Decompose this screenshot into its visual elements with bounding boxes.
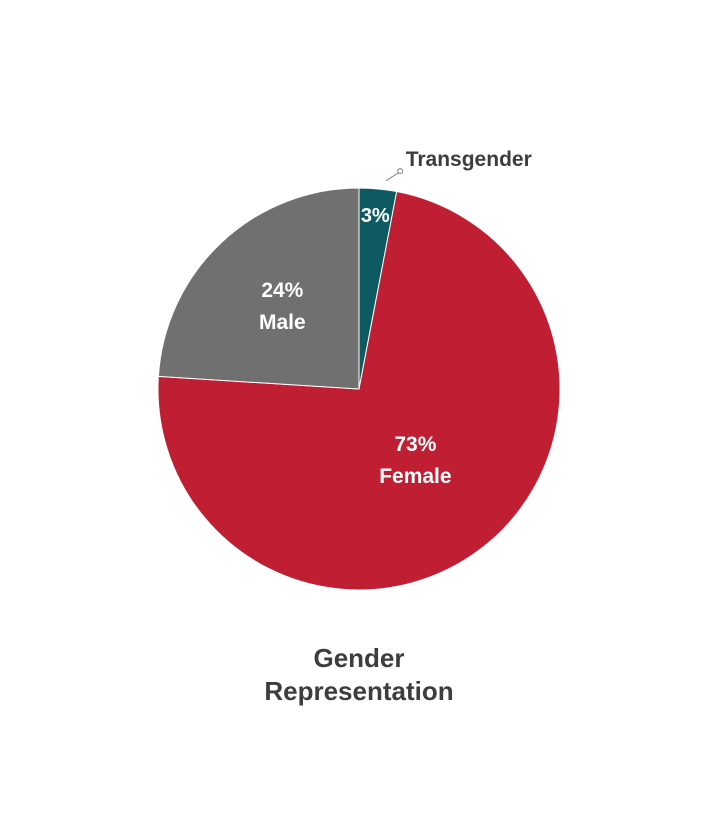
value-label: 24%	[261, 279, 303, 302]
value-label: 3%	[361, 205, 390, 227]
leader-line	[385, 172, 399, 182]
category-label: Female	[379, 465, 451, 488]
value-label: 73%	[394, 433, 436, 456]
category-label: Transgender	[406, 148, 532, 171]
leader-dot	[397, 168, 404, 175]
category-label: Male	[259, 311, 306, 334]
pie-slice	[157, 187, 360, 390]
chart-title: Gender Representation	[264, 643, 454, 706]
pie-slice	[157, 190, 561, 591]
